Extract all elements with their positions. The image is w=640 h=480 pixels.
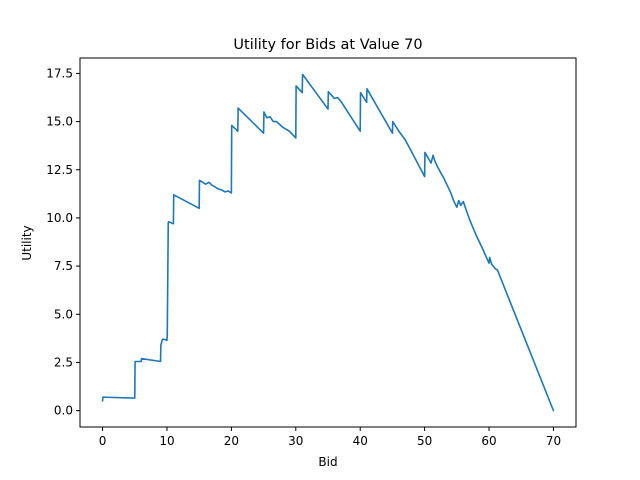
x-tick-label: 50	[417, 434, 432, 448]
y-tick-label: 5.0	[54, 307, 73, 321]
y-tick-label: 7.5	[54, 259, 73, 273]
x-tick-label: 20	[224, 434, 239, 448]
x-tick-label: 0	[99, 434, 107, 448]
x-tick-label: 40	[353, 434, 368, 448]
y-tick-label: 15.0	[46, 115, 73, 129]
x-axis-ticks: 0 10 20 30 40 50 60 70	[99, 427, 561, 448]
series-line	[101, 73, 555, 412]
y-tick-label: 17.5	[46, 66, 73, 80]
axes-frame	[79, 57, 577, 428]
chart-title: Utility for Bids at Value 70	[233, 37, 422, 53]
y-axis-label: Utility	[20, 225, 34, 260]
plot-area	[101, 73, 555, 412]
x-tick-label: 70	[546, 434, 561, 448]
y-tick-label: 0.0	[54, 404, 73, 418]
y-tick-label: 2.5	[54, 355, 73, 369]
x-axis-label: Bid	[318, 455, 337, 469]
y-tick-label: 10.0	[46, 211, 73, 225]
y-axis-ticks: 0.0 2.5 5.0 7.5 10.0 12.5 15.0 17.5	[46, 66, 80, 418]
x-tick-label: 10	[159, 434, 174, 448]
x-tick-label: 60	[481, 434, 496, 448]
x-tick-label: 30	[288, 434, 303, 448]
y-tick-label: 12.5	[46, 163, 73, 177]
